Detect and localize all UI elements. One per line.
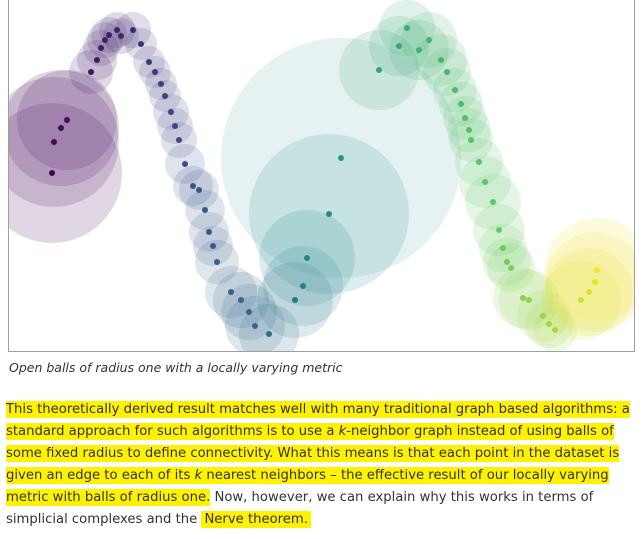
data-point	[114, 27, 120, 33]
data-point	[452, 87, 458, 93]
data-point	[578, 297, 584, 303]
data-point	[520, 295, 526, 301]
data-point	[546, 321, 552, 327]
text-segment-5: nearest neighbors – the effective result…	[6, 468, 609, 506]
data-point	[586, 289, 592, 295]
data-point	[64, 117, 70, 123]
data-point	[500, 245, 506, 251]
data-point	[326, 211, 332, 217]
data-point	[376, 67, 382, 73]
data-point	[444, 69, 450, 75]
data-point	[118, 33, 124, 39]
radius-ball	[239, 304, 299, 351]
radius-ball	[545, 218, 634, 322]
data-point	[172, 123, 178, 129]
data-point	[176, 137, 182, 143]
radius-ball	[9, 103, 122, 243]
data-point	[526, 297, 532, 303]
data-point	[158, 81, 164, 87]
data-point	[462, 115, 468, 121]
nerve-theorem-highlight: Nerve theorem.	[201, 511, 311, 529]
data-point	[210, 243, 216, 249]
data-point	[168, 109, 174, 115]
data-point	[266, 331, 272, 337]
data-point	[190, 183, 196, 189]
data-point	[300, 283, 306, 289]
data-point	[98, 45, 104, 51]
data-point	[228, 289, 234, 295]
radius-ball	[9, 77, 119, 207]
open-balls-figure	[9, 0, 634, 351]
data-point	[94, 57, 100, 63]
data-point	[338, 155, 344, 161]
data-point	[504, 259, 510, 265]
data-point	[202, 207, 208, 213]
k-variable-1: k	[338, 424, 347, 440]
data-point	[552, 327, 558, 333]
body-paragraph: This theoretically derived result matche…	[6, 399, 638, 532]
data-point	[152, 69, 158, 75]
data-point	[138, 41, 144, 47]
data-point	[196, 187, 202, 193]
text-segment-3: -neighbor graph instead of using balls o…	[6, 424, 620, 484]
text-segment-1: This theoretically derived result matche…	[6, 402, 630, 440]
data-point	[540, 313, 546, 319]
figure-caption: Open balls of radius one with a locally …	[9, 360, 343, 375]
data-point	[482, 179, 488, 185]
data-point	[130, 27, 136, 33]
data-point	[102, 37, 108, 43]
data-point	[238, 297, 244, 303]
data-point	[508, 265, 514, 271]
data-point	[396, 43, 402, 49]
data-point	[51, 139, 57, 145]
data-point	[416, 47, 422, 53]
data-point	[214, 259, 220, 265]
data-point	[246, 309, 252, 315]
data-point	[426, 37, 432, 43]
data-point	[162, 93, 168, 99]
data-point	[49, 170, 55, 176]
text-segment-6: Now, however, we can explain why this wo…	[6, 490, 594, 528]
data-point	[404, 25, 410, 31]
data-point	[458, 101, 464, 107]
data-point	[468, 137, 474, 143]
data-point	[490, 199, 496, 205]
data-point	[304, 255, 310, 261]
k-variable-2: k	[194, 468, 203, 484]
data-point	[106, 32, 112, 38]
data-point	[206, 229, 212, 235]
data-point	[58, 125, 64, 131]
figure-panel	[8, 0, 635, 352]
data-point	[88, 69, 94, 75]
data-point	[252, 323, 258, 329]
data-point	[438, 57, 444, 63]
data-point	[146, 59, 152, 65]
data-point	[466, 127, 472, 133]
data-point	[496, 227, 502, 233]
data-point	[476, 159, 482, 165]
data-point	[292, 297, 298, 303]
data-point	[592, 279, 598, 285]
data-point	[594, 267, 600, 273]
data-point	[182, 161, 188, 167]
radius-ball	[545, 232, 634, 332]
